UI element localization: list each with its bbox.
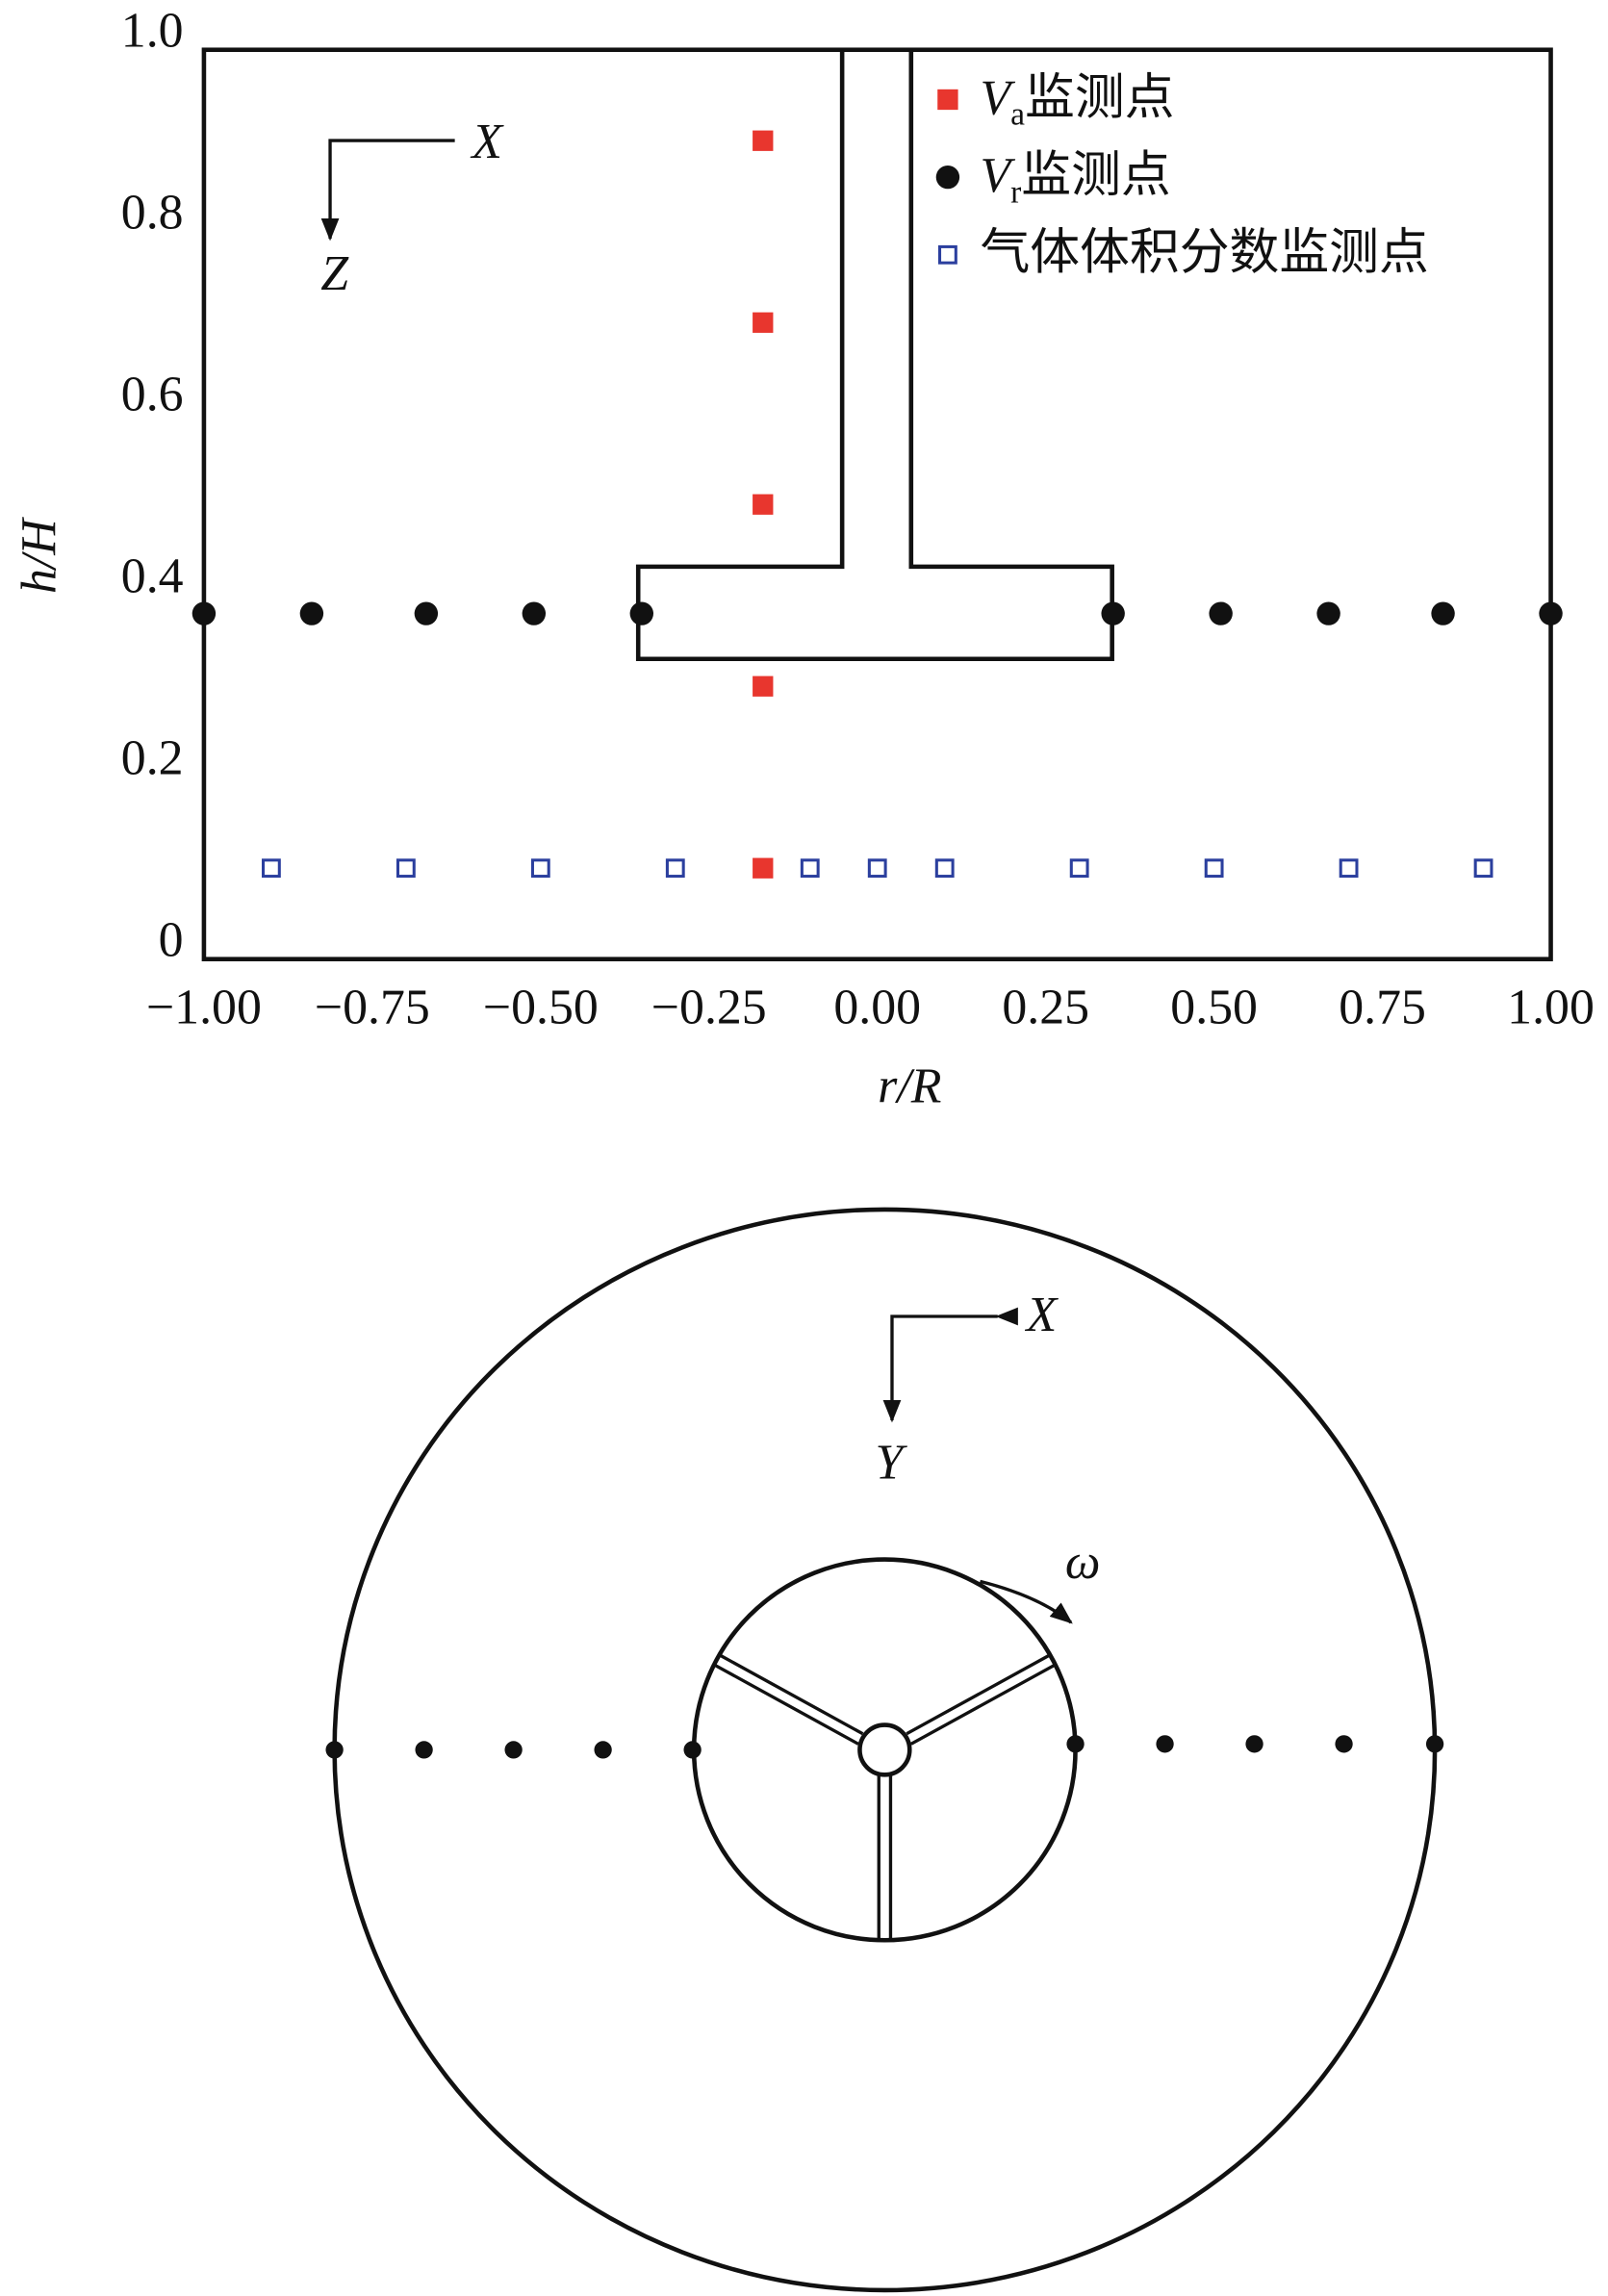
x-tick-label: 0.00 (833, 980, 921, 1034)
legend-label: Vr监测点 (980, 148, 1170, 210)
axis-arrows (320, 139, 455, 242)
point (1431, 601, 1455, 625)
point (800, 858, 820, 879)
impeller-zone (691, 1557, 1078, 1943)
point (1339, 858, 1359, 879)
blades (713, 1653, 1057, 1941)
y-tick-label: 0.8 (121, 185, 184, 240)
tank (332, 1207, 1438, 2293)
point (1209, 601, 1233, 625)
point (396, 858, 416, 879)
legend-label-part: r (1010, 174, 1021, 210)
x-tick-label: −0.25 (651, 980, 767, 1034)
point (1316, 601, 1340, 625)
y-tick-label: 0.4 (121, 548, 184, 603)
x-axis-label: r/R (878, 1059, 941, 1114)
legend-symbol (935, 165, 960, 190)
point (629, 601, 653, 625)
point (1101, 601, 1125, 625)
point (753, 676, 774, 697)
omega-label: ω (1065, 1535, 1101, 1590)
legend-label-part: 监测点 (1025, 70, 1174, 125)
legend-label: Va监测点 (980, 70, 1174, 132)
annotation: Z (320, 246, 349, 301)
axis-arrows (882, 1307, 1018, 1423)
point (1069, 858, 1089, 879)
axis-label: X (1025, 1288, 1059, 1342)
legend-label: 气体体积分数监测点 (980, 226, 1428, 281)
point (530, 858, 550, 879)
plot-frame (201, 47, 1553, 961)
point (414, 601, 439, 625)
rotation-arrow (980, 1579, 1073, 1624)
legend-symbol (938, 244, 957, 265)
annotation: X (470, 115, 504, 169)
legend-label-part: a (1010, 96, 1025, 132)
point (1204, 858, 1224, 879)
legend-label-part: V (980, 148, 1015, 203)
legend-symbol (937, 89, 958, 111)
point (753, 312, 774, 333)
y-axis-label: h/H (13, 517, 67, 594)
legend-label-part: 监测点 (1021, 148, 1170, 203)
x-tick-label: −0.50 (483, 980, 599, 1034)
y-tick-label: 1.0 (121, 3, 184, 58)
point (1539, 601, 1563, 625)
point (753, 494, 774, 515)
y-tick-label: 0.2 (121, 730, 184, 785)
point (665, 858, 685, 879)
x-tick-label: 0.75 (1339, 980, 1426, 1034)
x-tick-label: −0.75 (315, 980, 430, 1034)
point (753, 857, 774, 879)
x-tick-label: 1.00 (1507, 980, 1595, 1034)
shaft (857, 1722, 912, 1777)
axis-label: Y (876, 1436, 908, 1491)
legend-label-part: V (980, 70, 1015, 125)
x-tick-label: 0.50 (1170, 980, 1258, 1034)
point (867, 858, 887, 879)
x-tick-label: −1.00 (146, 980, 262, 1034)
point (1473, 858, 1493, 879)
point (191, 601, 217, 625)
y-tick-label: 0 (159, 912, 184, 967)
impeller-section (635, 49, 1114, 662)
monitor-points (325, 1735, 1444, 1759)
y-tick-label: 0.6 (121, 367, 184, 421)
x-tick-label: 0.25 (1002, 980, 1089, 1034)
point (522, 601, 547, 625)
point (261, 858, 281, 879)
point (753, 130, 774, 151)
point (934, 858, 955, 879)
point (299, 601, 324, 625)
